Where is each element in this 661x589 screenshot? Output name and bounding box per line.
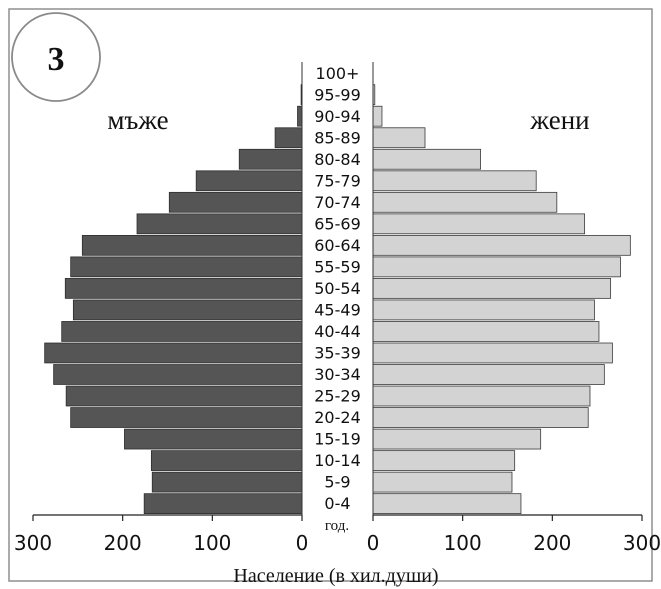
age-group-label: 0-4 xyxy=(324,494,350,513)
x-tick-label: 100 xyxy=(193,531,231,555)
age-group-label: 5-9 xyxy=(324,473,350,492)
age-group-label: 60-64 xyxy=(314,236,361,255)
age-group-label: 75-79 xyxy=(314,171,361,190)
bar-female-90-94 xyxy=(372,105,383,127)
bar-male-70-74 xyxy=(168,191,303,213)
age-group-label: 35-39 xyxy=(314,344,361,363)
x-tick-label: 100 xyxy=(444,531,482,555)
bar-male-50-54 xyxy=(64,278,303,299)
legend-label-females: жени xyxy=(529,105,589,135)
bar-female-75-79 xyxy=(372,170,537,192)
legend-label-males: мъже xyxy=(107,105,168,135)
bar-female-60-64 xyxy=(372,234,631,256)
x-tick-label: 300 xyxy=(623,531,661,555)
bar-female-30-34 xyxy=(372,364,605,385)
age-group-label: 25-29 xyxy=(314,387,361,406)
bar-male-25-29 xyxy=(65,385,303,407)
x-axis-title: Население (в хил.души) xyxy=(233,565,438,587)
bar-female-25-29 xyxy=(372,385,591,407)
bar-female-20-24 xyxy=(372,407,589,428)
bar-male-75-79 xyxy=(195,170,303,192)
female-bars xyxy=(372,62,631,515)
x-axis-ticks: 300 200 100 0 0 100 200 300 xyxy=(14,515,661,555)
age-group-label: 100+ xyxy=(316,64,360,83)
age-group-label: 20-24 xyxy=(314,408,361,427)
bar-female-40-44 xyxy=(372,321,600,342)
bar-male-40-44 xyxy=(61,321,303,342)
bar-female-0-4 xyxy=(372,493,522,514)
bar-male-60-64 xyxy=(81,234,303,256)
bar-male-15-19 xyxy=(124,428,303,450)
age-group-label: 40-44 xyxy=(314,322,361,341)
bar-male-30-34 xyxy=(53,364,303,385)
age-group-label: 65-69 xyxy=(314,214,361,233)
x-tick-label: 200 xyxy=(533,531,571,555)
age-group-label: 15-19 xyxy=(314,430,361,449)
age-group-label: 95-99 xyxy=(314,85,361,104)
bar-female-45-49 xyxy=(372,299,595,321)
bar-male-90-94 xyxy=(297,105,303,127)
age-axis-label: год. xyxy=(325,518,349,534)
bar-female-85-89 xyxy=(372,127,426,149)
bar-male-10-14 xyxy=(150,450,303,471)
bar-female-10-14 xyxy=(372,450,516,471)
bar-female-15-19 xyxy=(372,428,542,450)
age-group-label: 70-74 xyxy=(314,193,361,212)
bar-male-45-49 xyxy=(72,299,303,321)
age-group-label: 10-14 xyxy=(314,451,361,470)
bar-male-0-4 xyxy=(143,493,303,514)
bar-male-35-39 xyxy=(44,342,303,364)
x-tick-label: 300 xyxy=(14,531,52,555)
bar-female-55-59 xyxy=(372,256,621,278)
bar-male-85-89 xyxy=(274,127,303,149)
bar-male-5-9 xyxy=(151,471,303,493)
x-tick-label: 200 xyxy=(104,531,142,555)
age-group-label: 85-89 xyxy=(314,128,361,147)
age-group-label: 45-49 xyxy=(314,301,361,320)
age-group-label: 80-84 xyxy=(314,150,361,169)
bar-male-20-24 xyxy=(70,407,303,428)
male-bars xyxy=(44,62,303,515)
age-group-label: 30-34 xyxy=(314,365,361,384)
bar-male-65-69 xyxy=(136,213,303,235)
bar-female-65-69 xyxy=(372,213,586,235)
bar-female-50-54 xyxy=(372,278,612,299)
bar-male-55-59 xyxy=(70,256,303,278)
age-group-label: 90-94 xyxy=(314,107,361,126)
bar-female-5-9 xyxy=(372,471,513,493)
age-group-label: 50-54 xyxy=(314,279,361,298)
bar-female-35-39 xyxy=(372,342,613,364)
age-group-labels: 0-4 5-9 10-14 15-19 20-24 25-29 30-34 35-39 40-4… xyxy=(314,64,361,513)
x-tick-label: 0 xyxy=(296,531,309,555)
bar-female-70-74 xyxy=(372,191,558,213)
bar-male-80-84 xyxy=(238,148,303,170)
age-group-label: 55-59 xyxy=(314,257,361,276)
x-tick-label: 0 xyxy=(367,531,380,555)
figure-number: 3 xyxy=(48,41,65,78)
figure-number-badge xyxy=(11,12,101,102)
bar-female-80-84 xyxy=(372,148,481,170)
